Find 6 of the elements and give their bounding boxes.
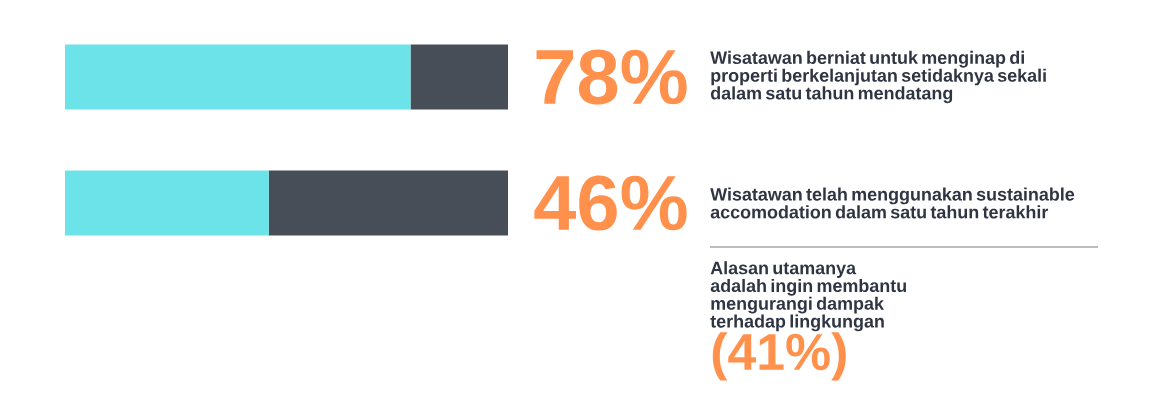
y-tick-label: Wisatawan berniat untuk menginap di properti berkelanjutan setidaknya sekali dalam satu tahun mendatang: [710, 50, 1046, 104]
data-label: 78%: [536, 49, 687, 105]
data-label: 46%: [534, 175, 687, 231]
text: (41%): [712, 332, 846, 381]
text: Alasan utamanya adalah ingin membantu mengurangi dampak terhadap lingkungan: [710, 261, 906, 332]
y-tick-label: Wisatawan telah menggunakan sustainable accomodation dalam satu tahun terakhir: [710, 187, 1075, 219]
